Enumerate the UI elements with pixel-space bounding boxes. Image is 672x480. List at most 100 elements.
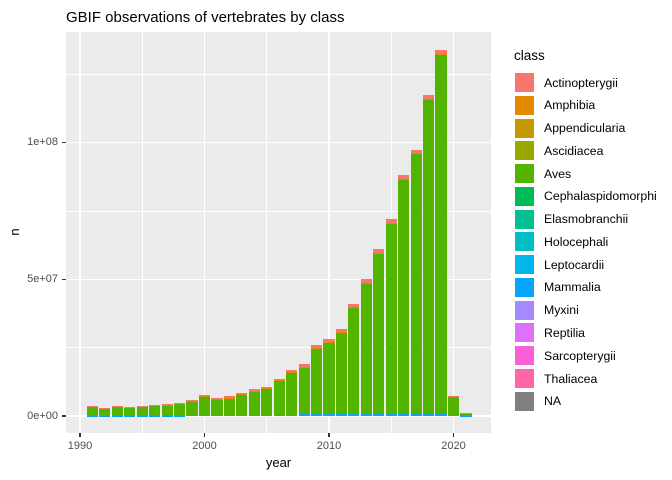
x-tick-mark bbox=[452, 432, 455, 437]
y-tick-mark bbox=[61, 142, 66, 144]
bar-segment-actinopterygii-1998 bbox=[174, 402, 186, 404]
legend-item-label: Reptilia bbox=[544, 325, 586, 340]
bar-segment-aves-2020 bbox=[447, 396, 460, 415]
legend-item-label: Myxini bbox=[544, 303, 579, 318]
gridline-major-horizontal bbox=[66, 141, 491, 144]
legend-item-label: Ascidiacea bbox=[544, 143, 604, 158]
gridline-major-vertical bbox=[203, 32, 206, 433]
bar-segment-aves-2005 bbox=[261, 388, 273, 415]
gridline-minor-horizontal bbox=[66, 210, 491, 212]
legend-swatch-cephalaspidomorphi bbox=[515, 186, 534, 206]
bar-segment-amphibia-2013 bbox=[360, 282, 372, 284]
gridline-minor-horizontal bbox=[66, 347, 491, 349]
bar-segment-actinopterygii-2003 bbox=[236, 392, 248, 395]
bar-segment-actinopterygii-1993 bbox=[111, 406, 123, 407]
bar-segment-mammalia-2007 bbox=[286, 414, 298, 416]
bar-segment-mammalia-2010 bbox=[323, 414, 335, 416]
bar-segment-aves-1995 bbox=[136, 406, 148, 416]
bar-segment-mammalia-2014 bbox=[373, 413, 385, 416]
legend-item-label: Elasmobranchii bbox=[544, 212, 629, 227]
bar-segment-actinopterygii-1995 bbox=[136, 405, 148, 407]
bar-segment-aves-2004 bbox=[248, 390, 260, 416]
y-axis-title: n bbox=[7, 228, 22, 236]
bar-segment-mammalia-2001 bbox=[211, 415, 223, 416]
legend-swatch-reptilia bbox=[515, 323, 534, 343]
gridline-minor-vertical bbox=[266, 32, 268, 433]
legend-item-label: Aves bbox=[544, 166, 572, 181]
legend-item-label: Appendicularia bbox=[544, 121, 626, 136]
bar-segment-aves-2016 bbox=[398, 180, 410, 414]
bar-segment-actinopterygii-2001 bbox=[211, 397, 223, 400]
bar-segment-mammalia-2004 bbox=[248, 415, 260, 416]
bar-segment-mammalia-2015 bbox=[385, 413, 397, 416]
gridline-minor-vertical bbox=[141, 32, 143, 433]
bar-segment-aves-1992 bbox=[99, 408, 111, 416]
bar-segment-aves-2021 bbox=[460, 412, 472, 416]
bar-segment-actinopterygii-2007 bbox=[286, 370, 298, 373]
bar-segment-actinopterygii-2010 bbox=[323, 339, 335, 343]
x-tick-mark bbox=[328, 432, 330, 437]
bar-segment-mammalia-2012 bbox=[348, 413, 360, 416]
x-tick-label: 1990 bbox=[67, 440, 93, 452]
bar-segment-aves-1999 bbox=[186, 400, 198, 416]
bar-segment-mammalia-2005 bbox=[261, 414, 273, 416]
bar-segment-actinopterygii-2014 bbox=[373, 249, 385, 253]
legend-swatch-thaliacea bbox=[515, 369, 534, 388]
bar-segment-actinopterygii-2017 bbox=[410, 149, 422, 154]
bar-segment-mammalia-2003 bbox=[236, 415, 248, 416]
bar-segment-actinopterygii-2000 bbox=[198, 394, 211, 397]
legend-item-label: Actinopterygii bbox=[544, 75, 618, 90]
legend-swatch-na bbox=[515, 391, 534, 411]
bar-segment-actinopterygii-2015 bbox=[385, 219, 397, 223]
bar-segment-mammalia-2019 bbox=[435, 412, 447, 416]
legend-swatch-elasmobranchii bbox=[515, 209, 534, 229]
bar-segment-amphibia-2017 bbox=[410, 153, 422, 155]
y-tick-mark bbox=[61, 415, 66, 417]
bar-segment-aves-2015 bbox=[385, 223, 397, 414]
bar-segment-aves-1997 bbox=[161, 404, 173, 416]
bar-segment-actinopterygii-2004 bbox=[248, 389, 260, 391]
bar-segment-mammalia-2011 bbox=[335, 414, 348, 416]
bar-segment-aves-2013 bbox=[360, 283, 372, 414]
bar-segment-aves-2007 bbox=[286, 372, 298, 415]
bar-segment-mammalia-2016 bbox=[398, 413, 410, 416]
bar-segment-aves-2001 bbox=[211, 399, 223, 416]
legend-item-label: Holocephali bbox=[544, 234, 609, 249]
bar-segment-actinopterygii-2013 bbox=[360, 279, 372, 283]
bar-segment-mammalia-2018 bbox=[423, 413, 435, 416]
bar-segment-actinopterygii-2002 bbox=[223, 396, 235, 398]
y-tick-label: 0e+00 bbox=[27, 409, 58, 422]
bar-segment-amphibia-2018 bbox=[423, 98, 435, 100]
bar-segment-amphibia-2014 bbox=[373, 252, 385, 254]
gridline-major-horizontal bbox=[66, 415, 491, 417]
bar-segment-actinopterygii-2005 bbox=[261, 386, 273, 389]
legend-item-label: Cephalaspidomorphi bbox=[544, 189, 657, 204]
legend-title: class bbox=[514, 48, 545, 63]
x-tick-mark bbox=[79, 432, 81, 437]
bar-segment-actinopterygii-2011 bbox=[335, 328, 348, 332]
legend-item-label: Mammalia bbox=[544, 280, 601, 295]
bar-segment-aves-2000 bbox=[198, 396, 211, 416]
bar-segment-actinopterygii-2008 bbox=[298, 364, 310, 367]
bar-segment-aves-2008 bbox=[298, 367, 310, 415]
bar-segment-aves-2006 bbox=[273, 380, 285, 415]
bar-segment-mammalia-2002 bbox=[223, 415, 235, 416]
bar-segment-aves-2018 bbox=[423, 99, 435, 414]
bar-segment-actinopterygii-2020 bbox=[447, 395, 460, 397]
bar-segment-amphibia-2015 bbox=[385, 222, 397, 224]
legend-swatch-amphibia bbox=[515, 95, 534, 115]
bar-segment-actinopterygii-2006 bbox=[273, 378, 285, 381]
legend-swatch-sarcopterygii bbox=[515, 346, 534, 366]
x-tick-label: 2010 bbox=[316, 440, 342, 452]
bar-segment-actinopterygii-2018 bbox=[423, 94, 435, 99]
bar-segment-actinopterygii-2012 bbox=[348, 303, 360, 308]
legend-swatch-myxini bbox=[515, 300, 534, 320]
bar-segment-mammalia-2009 bbox=[310, 414, 323, 416]
y-tick-mark bbox=[61, 278, 66, 280]
gridline-major-vertical bbox=[79, 32, 81, 433]
bar-segment-aves-1991 bbox=[86, 406, 99, 416]
gridline-major-vertical bbox=[452, 32, 455, 433]
bar-segment-mammalia-1999 bbox=[186, 415, 198, 416]
bar-segment-aves-2009 bbox=[310, 348, 323, 415]
x-tick-label: 2000 bbox=[192, 440, 217, 452]
